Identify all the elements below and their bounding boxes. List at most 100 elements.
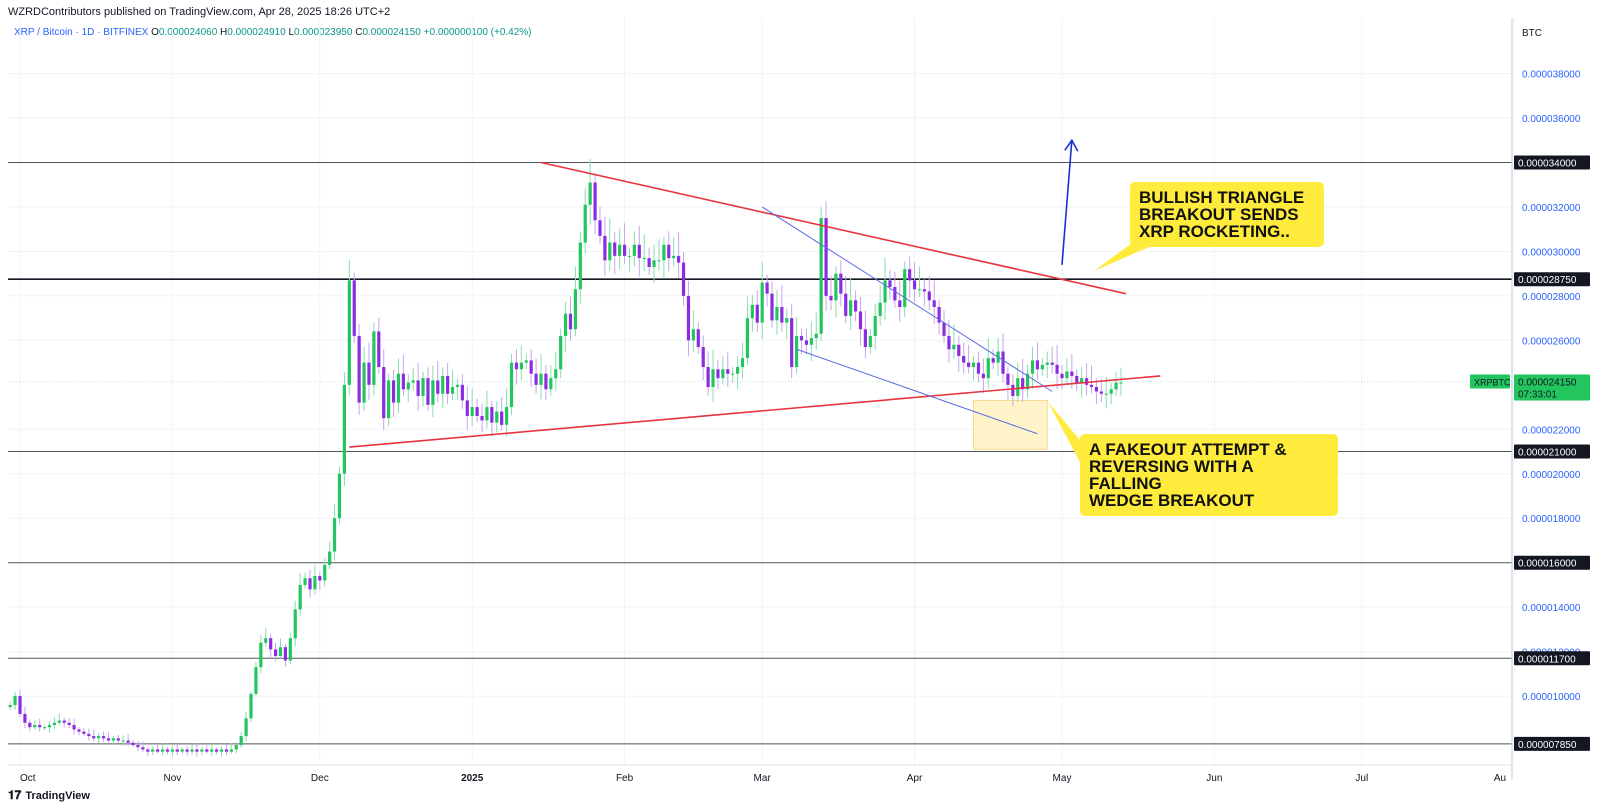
candle-body[interactable] [770, 293, 774, 321]
level-price-tag[interactable] [1514, 555, 1590, 570]
level-price-tag[interactable] [1514, 155, 1590, 170]
candle-body[interactable] [883, 280, 887, 303]
candle-body[interactable] [347, 280, 351, 385]
candle-body[interactable] [613, 242, 617, 256]
candle-body[interactable] [981, 373, 985, 379]
candle-body[interactable] [13, 696, 17, 705]
candle-body[interactable] [888, 280, 892, 288]
candle-body[interactable] [293, 609, 297, 639]
candle-body[interactable] [406, 382, 410, 390]
candle-body[interactable] [917, 289, 922, 291]
candle-body[interactable] [701, 347, 705, 368]
candle-body[interactable] [234, 744, 238, 750]
candle-body[interactable] [1025, 373, 1030, 390]
candle-body[interactable] [819, 218, 823, 334]
candle-body[interactable] [387, 380, 391, 419]
candle-body[interactable] [111, 738, 115, 741]
candle-body[interactable] [794, 335, 799, 368]
annotation-triangle[interactable]: BULLISH TRIANGLE BREAKOUT SENDS XRP ROCK… [1130, 182, 1324, 247]
candle-body[interactable] [101, 736, 106, 739]
candle-body[interactable] [858, 311, 863, 330]
candle-body[interactable] [377, 331, 381, 368]
candle-body[interactable] [834, 273, 838, 301]
candle-body[interactable] [278, 647, 283, 657]
candle-body[interactable] [431, 380, 435, 405]
candle-body[interactable] [396, 373, 401, 403]
candle-body[interactable] [824, 218, 828, 296]
candle-body[interactable] [72, 724, 76, 730]
symbol-label[interactable]: XRP / Bitcoin · 1D · BITFINEX [14, 27, 149, 38]
candle-body[interactable] [141, 747, 145, 750]
candle-body[interactable] [618, 244, 622, 256]
candle-body[interactable] [549, 378, 553, 390]
candle-body[interactable] [559, 335, 563, 370]
candle-body[interactable] [524, 360, 528, 363]
candle-body[interactable] [146, 749, 150, 752]
candle-body[interactable] [151, 749, 155, 752]
candle-body[interactable] [967, 362, 971, 368]
candle-body[interactable] [367, 362, 371, 385]
candle-body[interactable] [760, 282, 764, 323]
candle-body[interactable] [593, 182, 597, 221]
candle-body[interactable] [608, 242, 612, 261]
candle-body[interactable] [1045, 362, 1049, 365]
candle-body[interactable] [352, 280, 356, 336]
candle-body[interactable] [504, 407, 509, 425]
candle-body[interactable] [932, 300, 936, 308]
candle-body[interactable] [401, 373, 405, 390]
candle-body[interactable] [441, 375, 445, 394]
candle-body[interactable] [568, 313, 573, 330]
candle-body[interactable] [160, 749, 165, 752]
candle-body[interactable] [42, 727, 47, 729]
candle-body[interactable] [853, 300, 858, 312]
candle-body[interactable] [288, 638, 292, 661]
candle-body[interactable] [421, 378, 425, 396]
candle-body[interactable] [156, 749, 160, 752]
candle-body[interactable] [514, 362, 519, 370]
candle-body[interactable] [736, 367, 740, 374]
candle-body[interactable] [780, 307, 784, 323]
level-price-tag[interactable] [1514, 272, 1590, 287]
candle-body[interactable] [509, 362, 514, 408]
candle-body[interactable] [927, 291, 931, 301]
candle-body[interactable] [382, 367, 386, 419]
candle-body[interactable] [121, 740, 125, 742]
candle-body[interactable] [849, 300, 853, 316]
candle-body[interactable] [799, 335, 804, 341]
candle-body[interactable] [33, 724, 37, 728]
candle-body[interactable] [755, 304, 759, 323]
candle-body[interactable] [18, 696, 22, 714]
candle-body[interactable] [1099, 391, 1103, 394]
candle-body[interactable] [942, 322, 946, 336]
candle-body[interactable] [1089, 384, 1094, 388]
candle-body[interactable] [716, 369, 720, 379]
candle-body[interactable] [652, 260, 656, 267]
candle-body[interactable] [332, 518, 337, 552]
candle-body[interactable] [627, 255, 632, 257]
candle-body[interactable] [598, 220, 602, 236]
candle-body[interactable] [731, 373, 735, 375]
triangle-lower-trendline[interactable] [349, 375, 1161, 448]
candle-body[interactable] [1006, 373, 1010, 385]
candle-body[interactable] [672, 255, 676, 259]
candle-body[interactable] [500, 411, 504, 425]
candle-body[interactable] [362, 362, 366, 403]
candle-body[interactable] [450, 387, 455, 394]
candle-body[interactable] [67, 722, 71, 725]
candle-body[interactable] [490, 407, 494, 423]
candle-body[interactable] [480, 415, 484, 421]
candle-body[interactable] [170, 749, 174, 752]
candle-body[interactable] [711, 369, 715, 388]
candle-body[interactable] [57, 720, 61, 723]
candle-body[interactable] [210, 749, 214, 752]
candle-body[interactable] [563, 313, 568, 336]
candle-body[interactable] [1021, 378, 1025, 390]
candle-body[interactable] [116, 738, 120, 741]
candle-body[interactable] [1114, 382, 1118, 390]
candle-body[interactable] [622, 244, 627, 256]
candle-body[interactable] [244, 718, 248, 737]
candle-body[interactable] [844, 293, 848, 316]
candle-body[interactable] [706, 367, 710, 388]
candle-body[interactable] [790, 318, 794, 368]
